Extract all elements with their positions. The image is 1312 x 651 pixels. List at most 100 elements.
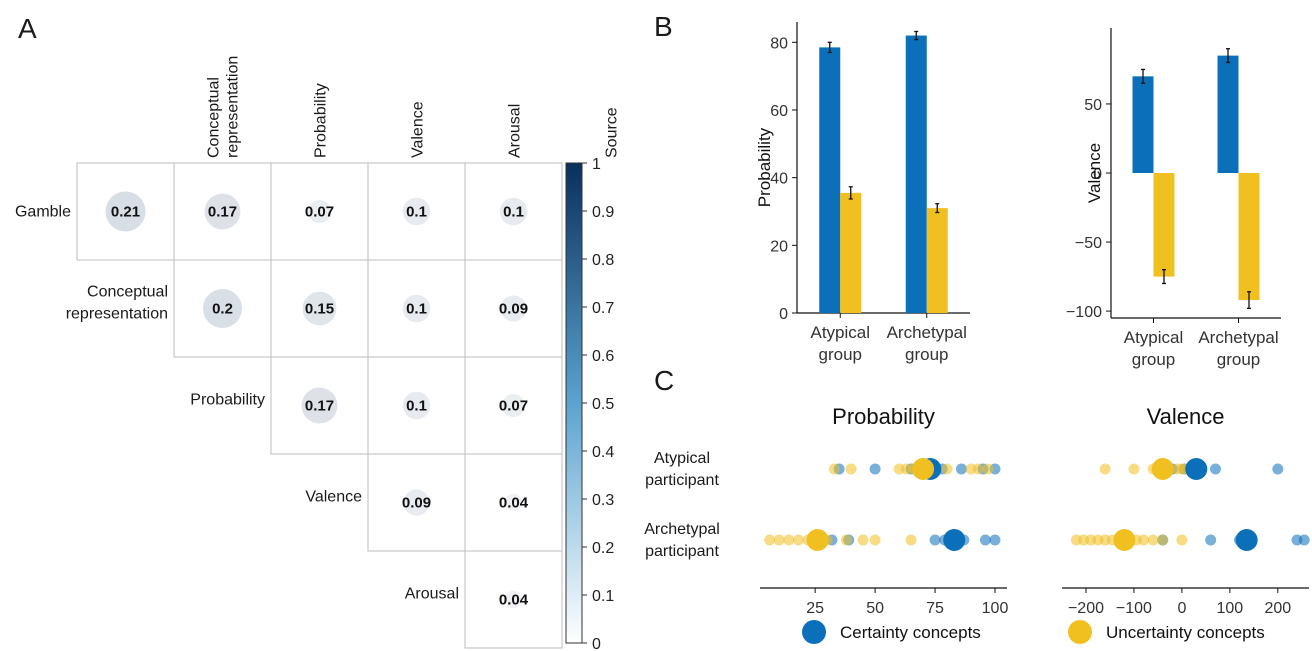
cell-value: 0.07 (499, 398, 528, 415)
bar (819, 47, 841, 314)
y-tick-label: 20 (770, 238, 788, 255)
data-point (869, 534, 881, 546)
cell-value: 0.2 (212, 301, 233, 318)
mean-point (943, 529, 966, 551)
correlation-circle (403, 489, 430, 516)
column-header: Probability (313, 83, 330, 158)
cell-value: 0.17 (305, 398, 334, 415)
row-label: Conceptual representation (66, 284, 168, 323)
legend-label-certainty: Certainty concepts (840, 623, 981, 642)
panel-label-a: A (18, 13, 37, 44)
correlation-circle (301, 387, 338, 424)
colorbar-tick-label: 0.9 (592, 204, 614, 221)
legend: Certainty concepts Uncertainty concepts (802, 620, 1265, 644)
correlation-heatmap: Conceptual representation Probability Valen… (15, 56, 621, 649)
row-label: Probability (190, 392, 265, 409)
x-tick-label: Archetypal group (1198, 328, 1278, 369)
colorbar-tick-label: 0 (592, 636, 601, 651)
y-axis-title: Probability (755, 127, 774, 207)
data-point (1298, 534, 1310, 546)
y-tick-label: 60 (770, 103, 788, 120)
x-tick-label: −200 (1068, 600, 1104, 617)
correlation-circle (202, 288, 243, 329)
mean-point (806, 529, 829, 551)
x-tick-label: 50 (866, 600, 884, 617)
data-point (989, 534, 1001, 546)
y-tick-label: −100 (1066, 304, 1102, 321)
mean-point (1151, 458, 1174, 480)
cell-value: 0.1 (503, 204, 524, 221)
correlation-circle (504, 590, 523, 609)
data-point (792, 534, 804, 546)
x-tick-label: 75 (926, 600, 944, 617)
y-tick-label: −50 (1075, 235, 1102, 252)
data-point (773, 534, 785, 546)
legend-swatch-certainty (802, 620, 826, 644)
colorbar-tick-label: 0.1 (592, 588, 614, 605)
data-point (869, 463, 881, 475)
x-tick-label: 100 (1217, 600, 1244, 617)
data-point (972, 463, 984, 475)
mean-point (1113, 529, 1136, 551)
y-tick-label: 0 (779, 306, 788, 323)
mean-point (912, 458, 935, 480)
correlation-circle (204, 193, 241, 230)
correlation-circle (402, 391, 431, 420)
x-tick-label: −100 (1116, 600, 1152, 617)
data-point (840, 534, 852, 546)
correlation-circle (504, 493, 523, 512)
valence-dot-plot: Valence −200 −100 0 100 200 (1062, 404, 1310, 617)
y-tick-label: 80 (770, 35, 788, 52)
cell-value: 0.04 (499, 495, 529, 512)
correlation-circle (402, 294, 431, 323)
data-point (941, 463, 953, 475)
x-tick-label: 0 (1177, 600, 1186, 617)
cell-value: 0.1 (406, 398, 427, 415)
correlation-circle (307, 199, 332, 224)
data-point (828, 463, 840, 475)
legend-swatch-uncertainty (1068, 620, 1092, 644)
data-point (905, 534, 917, 546)
data-point (857, 534, 869, 546)
x-tick-label: Atypical group (1124, 328, 1184, 369)
data-point (1209, 463, 1221, 475)
correlation-circle (302, 291, 337, 326)
data-point (1147, 534, 1159, 546)
correlation-circle (499, 197, 528, 226)
data-point (982, 463, 994, 475)
bar (1217, 55, 1239, 173)
data-point (929, 534, 941, 546)
colorbar-bar (565, 162, 583, 644)
data-point (979, 534, 991, 546)
y-tick-label: 50 (1084, 97, 1102, 114)
y-tick-label: 40 (770, 171, 788, 188)
correlation-circle (500, 295, 527, 322)
row-label: Valence (305, 489, 362, 506)
cell-value: 0.1 (406, 204, 427, 221)
cell-value: 0.04 (499, 592, 529, 609)
colorbar-tick-label: 0.6 (592, 348, 614, 365)
column-header: Arousal (507, 104, 524, 158)
data-point (1176, 534, 1188, 546)
data-point (845, 463, 857, 475)
x-tick-label: 100 (982, 600, 1009, 617)
colorbar-tick-label: 0.8 (592, 252, 614, 269)
correlation-circle (105, 191, 146, 232)
x-tick-label: 25 (806, 600, 824, 617)
cell-value: 0.09 (402, 495, 431, 512)
data-point (1138, 534, 1150, 546)
heatmap-cell (464, 550, 563, 649)
y-tick-label: 0 (1093, 166, 1102, 183)
data-point (764, 534, 776, 546)
column-header: Valence (410, 101, 427, 158)
data-point (1128, 463, 1140, 475)
bar (926, 208, 948, 313)
cell-value: 0.17 (208, 204, 237, 221)
panel-label-c: C (654, 365, 674, 396)
bar (840, 192, 862, 313)
valence-bar-chart: −100 −50 0 50 Valence Atypical group Archetypal… (1066, 28, 1281, 369)
mean-point (1185, 458, 1208, 480)
mean-point (1235, 529, 1258, 551)
row-label: Archetypal participant (644, 521, 720, 560)
